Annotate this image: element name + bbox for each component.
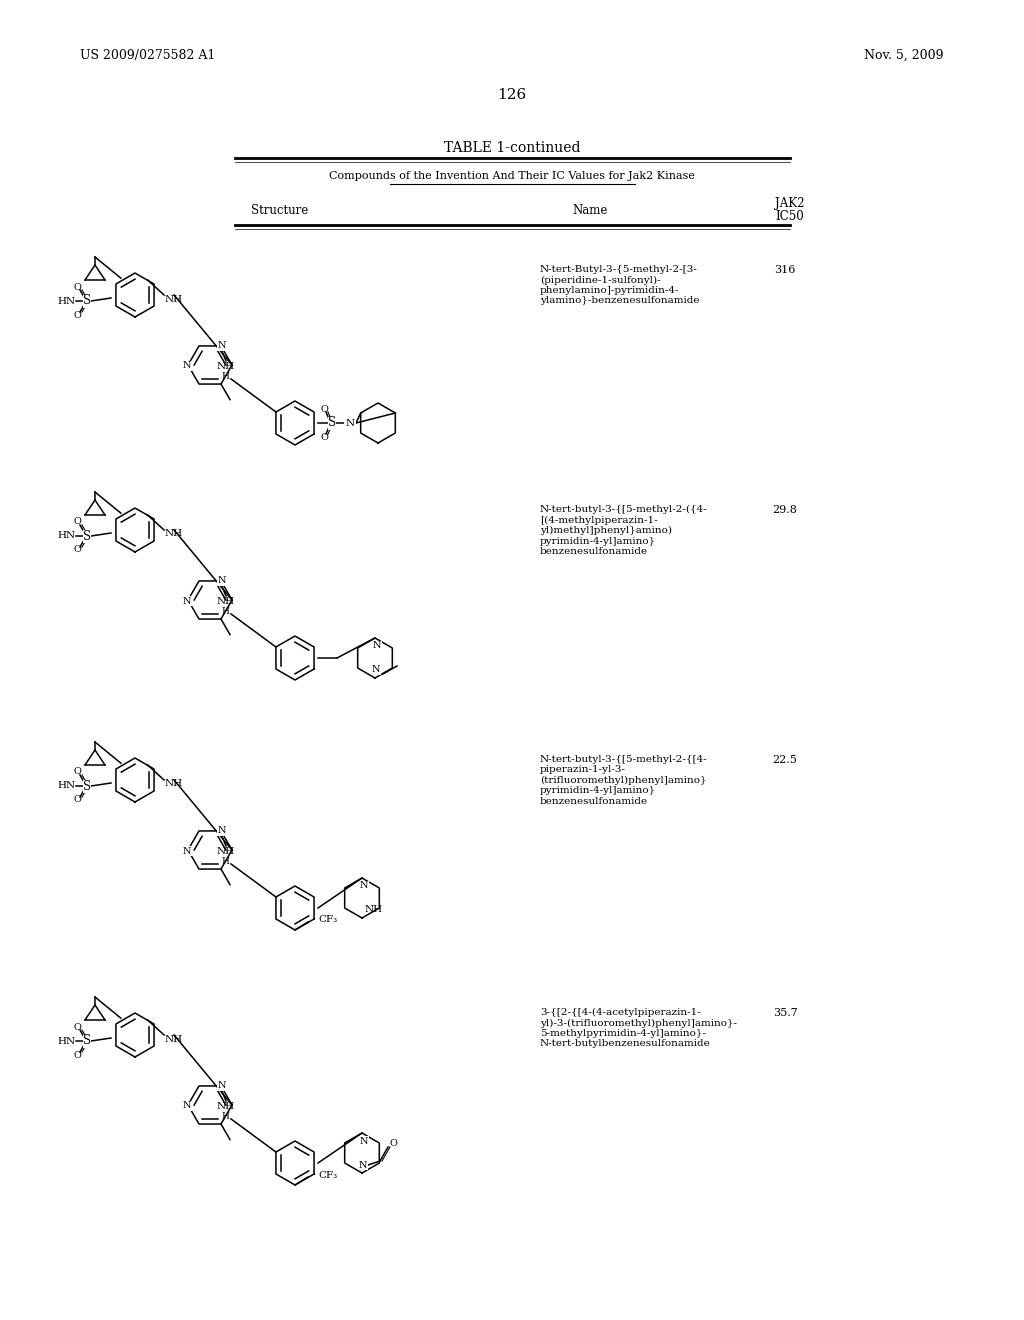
Text: N: N: [182, 597, 191, 606]
Text: S: S: [83, 1035, 91, 1048]
Text: H: H: [221, 607, 229, 616]
Text: S: S: [328, 417, 336, 429]
Text: O: O: [73, 517, 81, 527]
Text: N-tert-butyl-3-{[5-methyl-2-{[4-
piperazin-1-yl-3-
(trifluoromethyl)phenyl]amino: N-tert-butyl-3-{[5-methyl-2-{[4- piperaz…: [540, 755, 708, 805]
Text: N: N: [358, 1160, 368, 1170]
Text: HN: HN: [58, 781, 76, 791]
Text: NH: NH: [164, 780, 182, 788]
Text: N: N: [182, 362, 191, 371]
Text: O: O: [73, 545, 81, 554]
Text: N: N: [372, 665, 380, 675]
Text: O: O: [73, 796, 81, 804]
Text: O: O: [321, 404, 328, 413]
Text: N: N: [373, 642, 381, 651]
Text: O: O: [73, 282, 81, 292]
Text: NH: NH: [217, 598, 236, 606]
Text: N-tert-butyl-3-{[5-methyl-2-({4-
[(4-methylpiperazin-1-
yl)methyl]phenyl}amino)
: N-tert-butyl-3-{[5-methyl-2-({4- [(4-met…: [540, 506, 708, 556]
Text: O: O: [73, 767, 81, 776]
Text: O: O: [73, 1051, 81, 1060]
Text: O: O: [389, 1138, 397, 1147]
Text: NH: NH: [164, 294, 182, 304]
Text: 316: 316: [774, 265, 796, 275]
Text: S: S: [83, 780, 91, 792]
Text: JAK2: JAK2: [775, 197, 805, 210]
Text: NH: NH: [217, 1102, 236, 1111]
Text: 126: 126: [498, 88, 526, 102]
Text: 35.7: 35.7: [773, 1008, 798, 1018]
Text: N: N: [218, 1081, 226, 1090]
Text: Nov. 5, 2009: Nov. 5, 2009: [864, 49, 944, 62]
Text: CF₃: CF₃: [318, 916, 337, 924]
Text: HN: HN: [58, 297, 76, 305]
Text: S: S: [83, 529, 91, 543]
Text: HN: HN: [58, 1036, 76, 1045]
Text: NH: NH: [164, 1035, 182, 1044]
Text: O: O: [73, 1023, 81, 1031]
Text: N-tert-Butyl-3-{5-methyl-2-[3-
(piperidine-1-sulfonyl)-
phenylamino]-pyrimidin-4: N-tert-Butyl-3-{5-methyl-2-[3- (piperidi…: [540, 265, 699, 305]
Text: NH: NH: [217, 363, 236, 371]
Text: O: O: [73, 310, 81, 319]
Text: Name: Name: [572, 203, 607, 216]
Text: 22.5: 22.5: [772, 755, 798, 766]
Text: Structure: Structure: [251, 203, 308, 216]
Text: H: H: [221, 372, 229, 381]
Text: N: N: [182, 1101, 191, 1110]
Text: NH: NH: [365, 906, 383, 915]
Text: 29.8: 29.8: [772, 506, 798, 515]
Text: H: H: [221, 1113, 229, 1122]
Text: NH: NH: [217, 847, 236, 857]
Text: 3-{[2-{[4-(4-acetylpiperazin-1-
yl)-3-(trifluoromethyl)phenyl]amino}-
5-methylpy: 3-{[2-{[4-(4-acetylpiperazin-1- yl)-3-(t…: [540, 1008, 737, 1048]
Text: H: H: [221, 858, 229, 866]
Text: N: N: [345, 418, 354, 428]
Text: N: N: [182, 846, 191, 855]
Text: N: N: [218, 826, 226, 836]
Text: NH: NH: [164, 529, 182, 539]
Text: Compounds of the Invention And Their IC Values for Jak2 Kinase: Compounds of the Invention And Their IC …: [329, 172, 695, 181]
Text: HN: HN: [58, 532, 76, 540]
Text: N: N: [359, 1137, 369, 1146]
Text: US 2009/0275582 A1: US 2009/0275582 A1: [80, 49, 215, 62]
Text: N: N: [218, 577, 226, 586]
Text: TABLE 1-continued: TABLE 1-continued: [443, 141, 581, 154]
Text: O: O: [321, 433, 328, 441]
Text: N: N: [218, 342, 226, 350]
Text: IC50: IC50: [775, 210, 805, 223]
Text: S: S: [83, 294, 91, 308]
Text: N: N: [359, 882, 369, 891]
Text: CF₃: CF₃: [318, 1171, 337, 1180]
